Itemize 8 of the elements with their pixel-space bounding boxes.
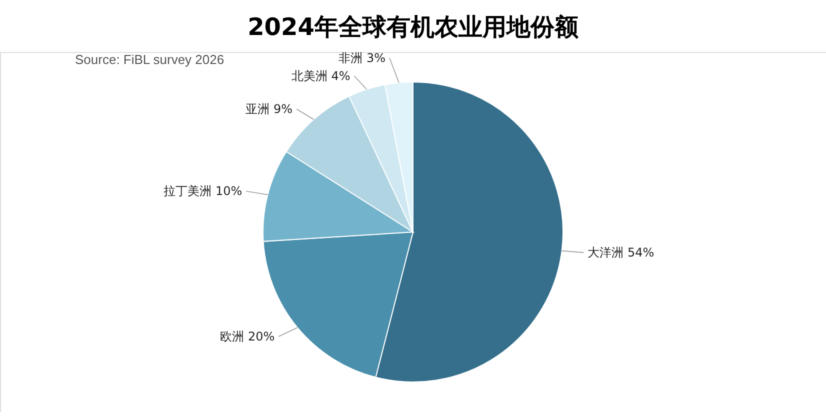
slice-label: 亚洲 9% bbox=[246, 102, 293, 116]
slice-label: 大洋洲 54% bbox=[588, 246, 654, 260]
slice-label: 欧洲 20% bbox=[220, 330, 275, 344]
slice-label: 北美洲 4% bbox=[291, 69, 350, 84]
slice-label: 拉丁美洲 10% bbox=[164, 184, 242, 198]
slice-label: 非洲 3% bbox=[338, 51, 386, 66]
source-note: Source: FiBL survey 2026 bbox=[75, 52, 224, 67]
chart-title: 2024年全球有机农业用地份额 bbox=[248, 13, 580, 41]
